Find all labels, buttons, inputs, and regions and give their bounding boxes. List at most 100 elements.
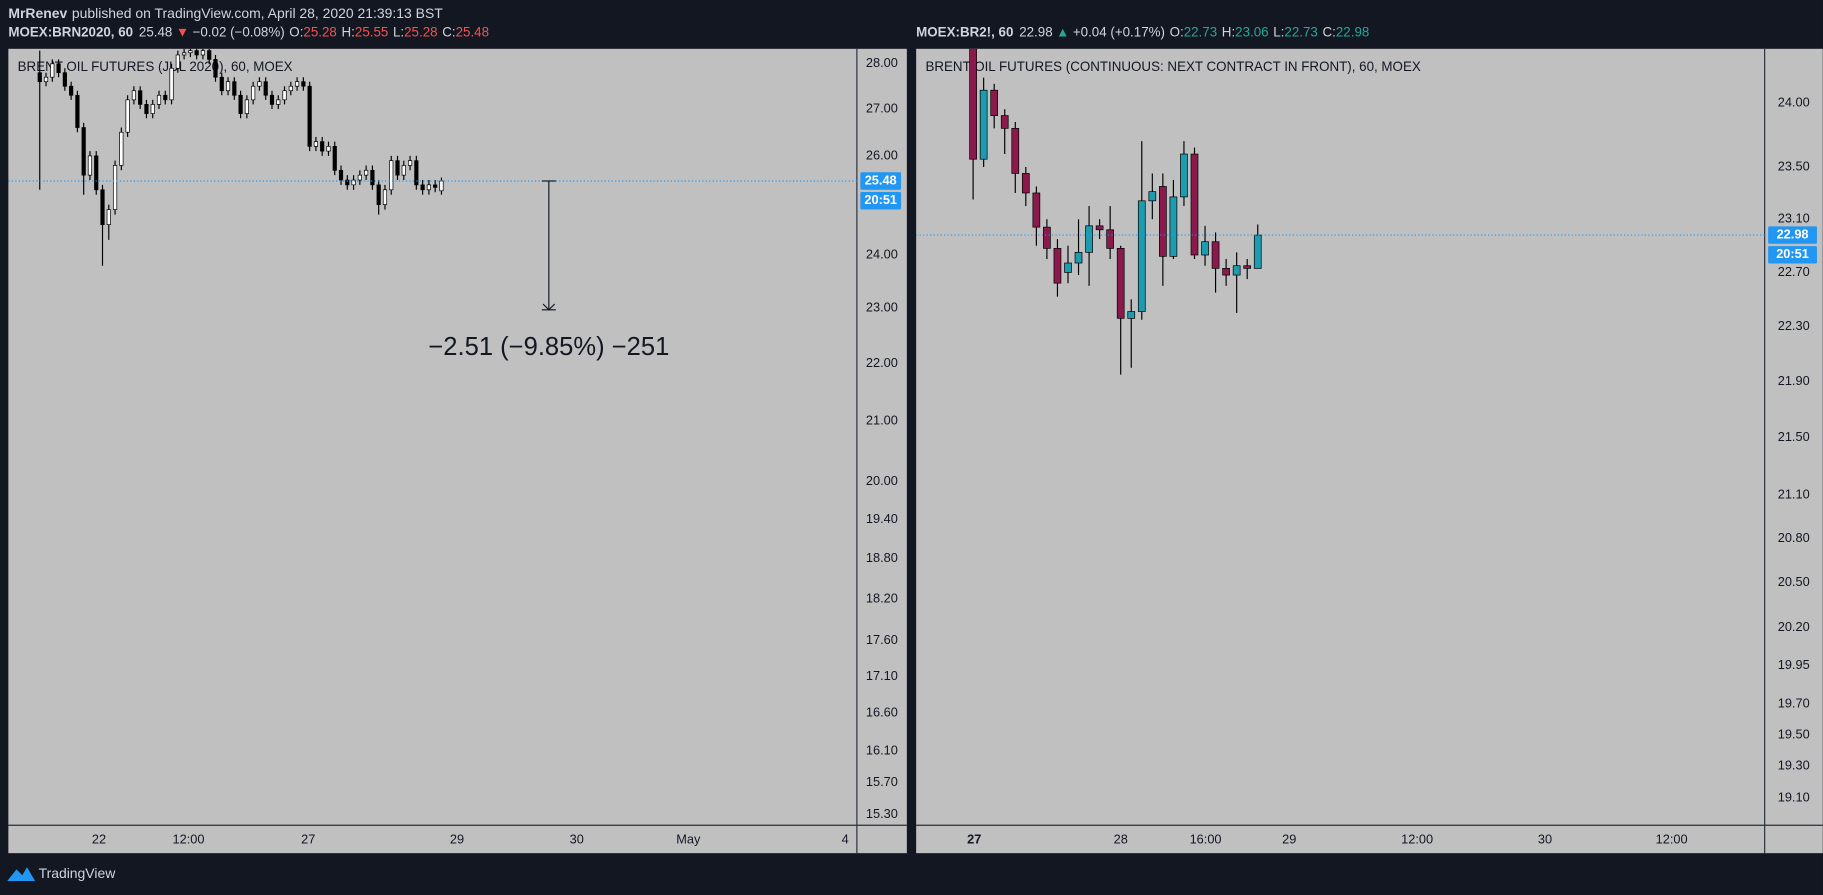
candle-body <box>106 209 111 226</box>
candle-body <box>426 184 431 191</box>
candle-body <box>50 63 55 78</box>
symbol: MOEX:BRN2020, 60 <box>8 24 133 39</box>
x-tick-label: 30 <box>1538 832 1552 847</box>
y-tick-label: 15.30 <box>866 806 898 821</box>
y-tick-label: 24.00 <box>1778 94 1810 109</box>
candle-body <box>1211 241 1220 269</box>
candle-body <box>144 104 149 114</box>
candle-body <box>56 63 61 74</box>
candle-body <box>81 127 86 176</box>
change: −0.02 (−0.08%) <box>193 24 285 39</box>
y-tick-label: 21.90 <box>1778 373 1810 388</box>
x-tick-label: 16:00 <box>1190 832 1222 847</box>
candle-body <box>257 81 262 87</box>
author: MrRenev <box>8 5 67 21</box>
candle-body <box>219 76 224 92</box>
candle-body <box>244 99 249 114</box>
x-tick-label: 30 <box>570 832 584 847</box>
x-tick-label: 4 <box>842 832 849 847</box>
ohlc-value: 25.28 <box>404 24 437 39</box>
chart-title: BRENT OIL FUTURES (JUL 2020), 60, MOEX <box>18 59 293 74</box>
y-tick-label: 22.30 <box>1778 318 1810 333</box>
candle-body <box>364 169 369 176</box>
change-arrow: ▲ <box>1056 24 1069 39</box>
candle-body <box>351 179 356 186</box>
y-tick-label: 17.10 <box>866 668 898 683</box>
candle-body <box>156 94 162 105</box>
y-tick-label: 15.70 <box>866 774 898 789</box>
y-tick-label: 26.00 <box>866 147 898 162</box>
y-tick-label: 23.50 <box>1778 158 1810 173</box>
candle-body <box>1148 191 1157 202</box>
ohlc-value: 25.55 <box>355 24 388 39</box>
ohlc-label: L: <box>393 24 404 39</box>
ohlc-value: 25.48 <box>456 24 489 39</box>
x-tick-label: 27 <box>967 832 981 847</box>
chart-pane: BRENT OIL FUTURES (CONTINUOUS: NEXT CONT… <box>916 48 1823 854</box>
candle-body <box>194 50 199 56</box>
ohlc-value: 22.98 <box>1336 24 1369 39</box>
ohlc-label: O: <box>289 24 303 39</box>
y-tick-label: 18.20 <box>866 590 898 605</box>
x-tick-label: 12:00 <box>173 832 205 847</box>
candle-body <box>125 99 130 133</box>
candle-body <box>313 141 319 147</box>
y-tick-label: 21.00 <box>866 413 898 428</box>
y-tick-label: 18.80 <box>866 550 898 565</box>
ohlc-value: 23.06 <box>1235 24 1268 39</box>
candle-body <box>75 94 80 128</box>
x-tick-label: May <box>676 832 701 847</box>
candle-body <box>345 179 350 186</box>
ohlc-value: 25.28 <box>303 24 336 39</box>
ohlc-label: L: <box>1273 24 1284 39</box>
price-label-box <box>860 172 902 190</box>
candles <box>37 48 444 266</box>
price-label-box <box>1768 226 1817 244</box>
legend: MOEX:BRN2020, 60 25.48 ▼ −0.02 (−0.08%) O:25… <box>8 24 489 39</box>
candle-body <box>1222 268 1230 276</box>
candle-body <box>1243 265 1252 269</box>
y-tick-label: 16.10 <box>866 743 898 758</box>
candle-body <box>320 141 325 152</box>
candle-body <box>100 189 105 226</box>
candle-body <box>433 184 438 188</box>
candle-body <box>1106 229 1114 249</box>
candle-body <box>175 54 180 69</box>
y-tick-label: 19.10 <box>1778 789 1810 804</box>
y-tick-label: 23.10 <box>1778 211 1810 226</box>
x-tick-label: 12:00 <box>1401 832 1433 847</box>
candle-body <box>420 184 425 191</box>
candle-body <box>69 85 74 96</box>
candle-body <box>43 76 49 83</box>
candle-body <box>1201 241 1209 256</box>
countdown: 20:51 <box>864 192 897 207</box>
y-tick-label: 16.60 <box>866 705 898 720</box>
candle-body <box>1116 248 1125 319</box>
candle-body <box>376 184 381 205</box>
x-tick-label: 22 <box>92 832 106 847</box>
price-label: 25.48 <box>865 172 897 187</box>
candle-body <box>288 85 293 92</box>
ohlc-value: 22.73 <box>1184 24 1217 39</box>
candle-body <box>401 165 406 176</box>
candle-body <box>276 99 281 105</box>
candle-body <box>182 52 187 56</box>
candle-body <box>138 90 143 105</box>
candle-body <box>1253 234 1262 269</box>
candle-body <box>1011 128 1020 174</box>
candle-body <box>238 94 243 114</box>
candle-body <box>332 146 337 171</box>
candle-body <box>87 155 93 176</box>
candle-body <box>232 81 237 96</box>
x-tick-label: 28 <box>1114 832 1128 847</box>
candle-body <box>1000 115 1009 129</box>
y-tick-label: 20.50 <box>1778 574 1810 589</box>
candle-body <box>1169 196 1178 257</box>
ohlc-value: 22.73 <box>1284 24 1317 39</box>
price-label: 22.98 <box>1777 226 1809 241</box>
pane-background <box>916 48 1823 854</box>
last-value: 22.98 <box>1019 24 1052 39</box>
candle-body <box>263 81 268 96</box>
symbol: MOEX:BR2!, 60 <box>916 24 1013 39</box>
